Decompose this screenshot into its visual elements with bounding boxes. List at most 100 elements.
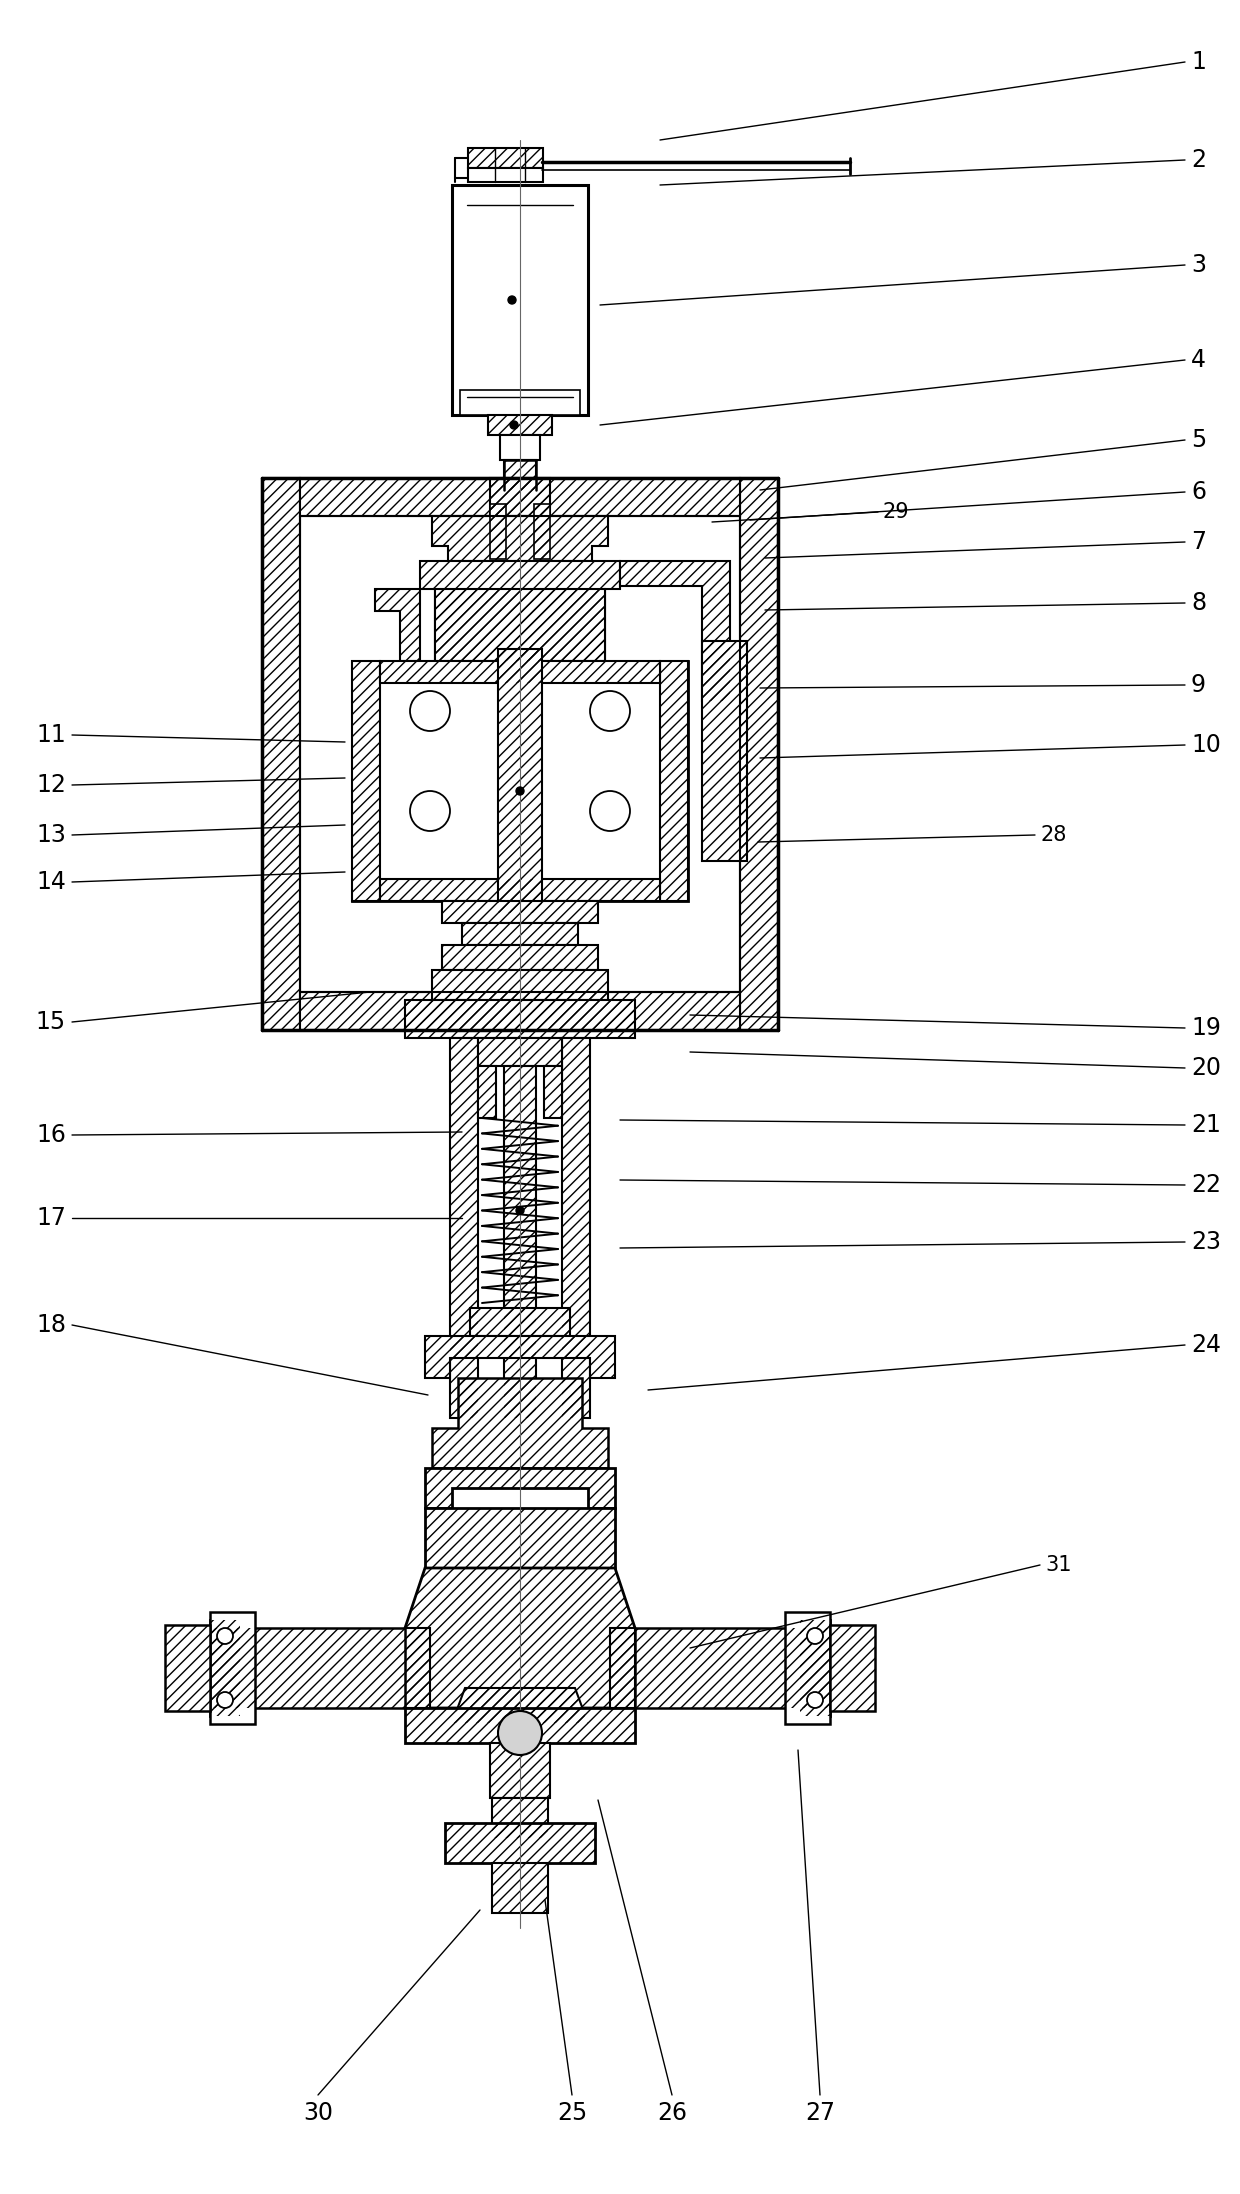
Circle shape (807, 1692, 823, 1707)
Bar (490, 478, 551, 516)
Polygon shape (432, 1378, 608, 1468)
Text: 21: 21 (1190, 1112, 1221, 1136)
Text: 29: 29 (883, 502, 910, 522)
Bar (435, 588, 605, 660)
Bar (432, 970, 608, 1000)
Bar (489, 415, 552, 434)
Bar (441, 946, 598, 970)
Bar (450, 1038, 477, 1417)
Bar (660, 660, 688, 902)
Bar (460, 391, 580, 415)
Text: 24: 24 (1190, 1334, 1221, 1358)
Bar (210, 1619, 241, 1716)
Bar (300, 478, 740, 516)
Text: 20: 20 (1190, 1055, 1221, 1079)
Bar (405, 1707, 635, 1742)
Text: 1: 1 (1190, 50, 1205, 75)
Bar (405, 1707, 635, 1742)
Bar (352, 660, 688, 902)
Text: 12: 12 (36, 772, 66, 796)
Circle shape (508, 296, 516, 305)
Bar (405, 1628, 430, 1707)
Bar (425, 1507, 615, 1569)
Text: 27: 27 (805, 2102, 835, 2126)
Bar (785, 1613, 830, 1724)
Polygon shape (374, 588, 420, 660)
Circle shape (410, 792, 450, 832)
Bar (300, 992, 740, 1029)
Bar (702, 641, 746, 860)
Bar (610, 1628, 635, 1707)
Bar (534, 505, 551, 559)
Bar (432, 970, 608, 1000)
Bar (405, 1628, 430, 1707)
Circle shape (410, 691, 450, 731)
Bar (210, 1619, 241, 1716)
Text: 23: 23 (1190, 1231, 1221, 1255)
Bar (490, 1742, 551, 1799)
Bar (830, 1626, 875, 1711)
Bar (740, 478, 777, 1029)
Bar (352, 660, 379, 902)
Bar (544, 1066, 562, 1119)
Bar (544, 1066, 562, 1119)
Bar (379, 880, 660, 902)
Bar (492, 1863, 548, 1913)
Bar (477, 1038, 562, 1066)
Bar (635, 1628, 830, 1707)
Circle shape (217, 1692, 233, 1707)
Circle shape (498, 1711, 542, 1755)
Bar (445, 1823, 595, 1863)
Bar (210, 1613, 255, 1724)
Text: 25: 25 (557, 2102, 587, 2126)
Text: 6: 6 (1190, 480, 1207, 505)
Bar (463, 924, 578, 946)
Bar (740, 478, 777, 1029)
Polygon shape (425, 1336, 615, 1378)
Text: 2: 2 (1190, 147, 1207, 171)
Polygon shape (432, 516, 608, 562)
Circle shape (516, 1207, 525, 1215)
Bar (660, 660, 688, 902)
Bar (435, 588, 605, 660)
Bar (441, 902, 598, 924)
Bar (503, 1066, 536, 1417)
Bar (498, 649, 542, 913)
Bar (490, 1742, 551, 1799)
Text: 3: 3 (1190, 252, 1207, 276)
Bar (477, 1066, 496, 1119)
Polygon shape (453, 1687, 588, 1722)
Bar (534, 505, 551, 559)
Text: 8: 8 (1190, 590, 1207, 614)
Bar (463, 924, 578, 946)
Bar (300, 478, 740, 516)
Bar (490, 478, 551, 516)
Bar (635, 1628, 830, 1707)
Bar (441, 902, 598, 924)
Bar (467, 169, 543, 182)
Bar (405, 1000, 635, 1038)
Bar (450, 1038, 477, 1417)
Text: 22: 22 (1190, 1174, 1221, 1198)
Bar (503, 461, 536, 489)
Bar (562, 1038, 590, 1417)
Bar (210, 1628, 405, 1707)
Text: 4: 4 (1190, 349, 1207, 373)
Bar (453, 184, 588, 415)
Text: 26: 26 (657, 2102, 687, 2126)
Bar (379, 660, 660, 682)
Bar (492, 1863, 548, 1913)
Text: 7: 7 (1190, 531, 1207, 555)
Bar (562, 1038, 590, 1417)
Bar (445, 1823, 595, 1863)
Bar (503, 461, 536, 489)
Text: 11: 11 (36, 724, 66, 746)
Bar (379, 660, 660, 682)
Bar (830, 1626, 875, 1711)
Bar (441, 946, 598, 970)
Bar (490, 505, 506, 559)
Text: 17: 17 (36, 1207, 66, 1231)
Circle shape (510, 421, 518, 430)
Text: 31: 31 (1045, 1556, 1071, 1575)
Bar (610, 1628, 635, 1707)
